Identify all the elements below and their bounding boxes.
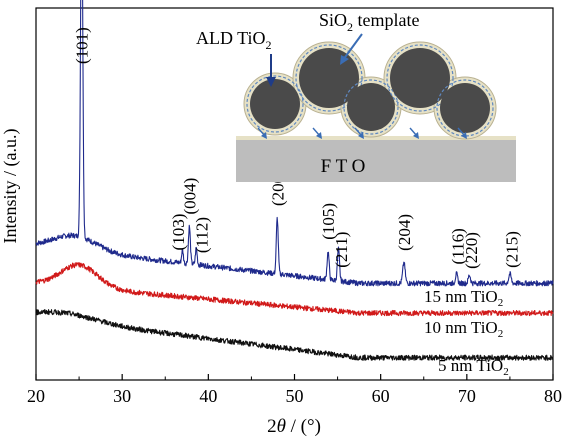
peak-label: (211) [332, 232, 351, 268]
x-tick-label-70: 70 [458, 386, 476, 406]
x-axis: 20 30 40 50 60 70 80 [27, 374, 562, 406]
small-arrow-head [413, 132, 419, 139]
tio2-dash [436, 79, 494, 137]
ald-label: ALD TiO2 [196, 28, 272, 52]
small-arrow-head [358, 132, 364, 139]
template-arrow-head [340, 55, 349, 65]
small-arrow-head [261, 132, 267, 139]
series-label-sub: 2 [503, 366, 509, 378]
peak-label: (101) [73, 27, 92, 64]
peak-label: (004) [180, 178, 199, 215]
tio2-dash [246, 75, 304, 133]
series-label-1: 10 nm TiO2 [424, 318, 503, 340]
peak-label: (204) [395, 214, 414, 251]
x-axis-label: 2θ / (°) [267, 416, 321, 437]
series-label-sub: 2 [498, 297, 504, 309]
fto-substrate [236, 140, 516, 182]
sio2-sphere [347, 83, 395, 131]
x-axis-label-main: 2 [267, 416, 277, 437]
ald-arrow-head [266, 77, 276, 87]
template-label-suffix: template [353, 10, 419, 30]
peak-label: (116) [448, 228, 467, 264]
series-line-0 [35, 0, 554, 287]
sio2-sphere [440, 83, 490, 133]
x-tick-label-80: 80 [544, 386, 562, 406]
series-line-1 [35, 262, 554, 317]
series-label-prefix: 5 nm TiO [438, 356, 503, 375]
series-label-0: 15 nm TiO2 [424, 287, 503, 309]
small-arrow-head [316, 132, 322, 139]
series-layer [35, 0, 554, 361]
sio2-spheres [243, 41, 497, 140]
peak-label: (215) [503, 231, 522, 268]
small-arrow-head [461, 132, 467, 139]
x-tick-label-20: 20 [27, 386, 45, 406]
x-tick-label-60: 60 [372, 386, 390, 406]
x-axis-label-unit: / (°) [286, 416, 321, 437]
ald-label-prefix: ALD TiO [196, 28, 266, 48]
series-label-prefix: 15 nm TiO [424, 287, 498, 306]
peak-label: (105) [319, 203, 338, 240]
fto-label: F T O [321, 156, 366, 177]
tio2-layer [236, 136, 516, 140]
template-label: SiO2 template [319, 10, 420, 34]
series-label-prefix: 10 nm TiO [424, 318, 498, 337]
template-arrow [342, 33, 363, 61]
sio2-sphere [390, 48, 450, 108]
peak-label: (220) [462, 232, 481, 269]
sio2-sphere [250, 79, 300, 129]
x-tick-label-40: 40 [199, 386, 217, 406]
series-line-2 [35, 309, 554, 361]
peak-label: (112) [192, 217, 211, 253]
y-axis-label: Intensity / (a.u.) [0, 129, 21, 244]
ald-label-sub: 2 [266, 38, 272, 52]
x-axis-label-theta: θ [277, 416, 286, 437]
sio2-sphere [299, 48, 359, 108]
x-tick-label-50: 50 [286, 386, 304, 406]
peak-label: (103) [169, 214, 188, 251]
template-label-prefix: SiO [319, 10, 347, 30]
tio2-dash [386, 44, 454, 112]
template-label-sub: 2 [347, 20, 353, 34]
series-label-2: 5 nm TiO2 [438, 356, 509, 378]
x-tick-label-30: 30 [113, 386, 131, 406]
tio2-dash [343, 79, 399, 135]
series-label-sub: 2 [498, 328, 504, 340]
tio2-dash [295, 44, 363, 112]
inset-schematic: F T O SiO2 template ALD TiO2 [196, 10, 516, 182]
